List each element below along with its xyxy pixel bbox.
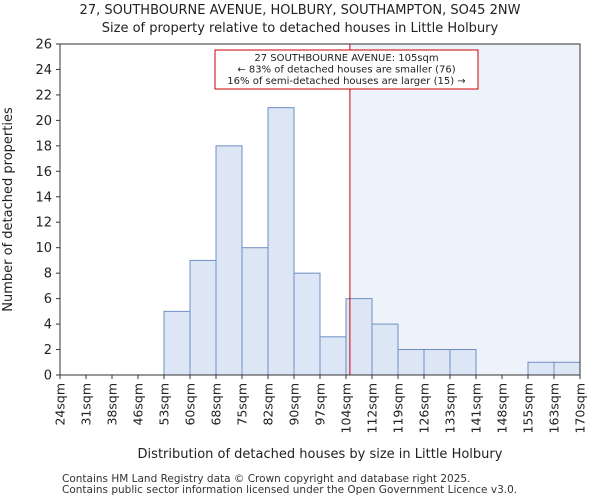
histogram-bar	[241, 247, 269, 376]
y-tick-label: 22	[35, 88, 52, 103]
x-tick-label: 31sqm	[79, 383, 94, 426]
x-tick-label: 112sqm	[365, 383, 380, 433]
chart-title: 27, SOUTHBOURNE AVENUE, HOLBURY, SOUTHAM…	[79, 3, 521, 18]
y-tick-label: 4	[44, 318, 52, 333]
histogram-bar	[267, 107, 295, 376]
x-tick-label: 60sqm	[183, 383, 198, 426]
y-tick-label: 6	[44, 292, 52, 307]
annotation-line: ← 83% of detached houses are smaller (76…	[237, 65, 455, 76]
histogram-bar	[397, 349, 425, 376]
x-tick-label: 126sqm	[417, 383, 432, 433]
histogram-bar	[319, 336, 347, 376]
x-tick-label: 133sqm	[443, 383, 458, 433]
y-tick-label: 24	[35, 63, 52, 78]
y-tick-label: 16	[35, 165, 52, 180]
x-tick-label: 38sqm	[105, 383, 120, 426]
x-tick-label: 46sqm	[131, 383, 146, 426]
x-tick-label: 119sqm	[391, 383, 406, 433]
x-tick-label: 141sqm	[469, 383, 484, 433]
y-tick-label: 26	[35, 38, 52, 53]
x-tick-label: 68sqm	[209, 383, 224, 426]
chart-subtitle: Size of property relative to detached ho…	[101, 21, 499, 36]
annotation-line: 16% of semi-detached houses are larger (…	[227, 76, 465, 87]
histogram-bar	[215, 145, 243, 376]
x-tick-label: 53sqm	[157, 383, 172, 426]
x-tick-label: 82sqm	[261, 383, 276, 426]
histogram-bar	[553, 361, 581, 376]
histogram-bar	[293, 272, 321, 376]
y-tick-label: 2	[44, 343, 52, 358]
histogram-bar	[189, 259, 217, 376]
highlight-region	[349, 44, 580, 375]
x-tick-label: 75sqm	[235, 383, 250, 426]
y-tick-label: 20	[35, 114, 52, 129]
y-axis-label: Number of detached properties	[1, 107, 16, 312]
footer-licence: Contains public sector information licen…	[62, 484, 518, 496]
footer-copyright: Contains HM Land Registry data © Crown c…	[62, 473, 471, 485]
histogram-bar	[449, 349, 477, 376]
x-tick-label: 148sqm	[495, 383, 510, 433]
histogram-bar	[423, 349, 451, 376]
y-tick-label: 12	[35, 216, 52, 231]
y-tick-label: 10	[35, 241, 52, 256]
x-tick-label: 104sqm	[339, 383, 354, 433]
x-axis-label: Distribution of detached houses by size …	[138, 447, 503, 462]
x-tick-label: 90sqm	[287, 383, 302, 426]
annotation-box	[214, 49, 479, 90]
annotation-line: 27 SOUTHBOURNE AVENUE: 105sqm	[254, 53, 438, 64]
y-tick-label: 0	[44, 369, 52, 384]
x-tick-label: 170sqm	[573, 383, 588, 433]
y-tick-label: 8	[44, 267, 52, 282]
x-tick-label: 24sqm	[53, 383, 68, 426]
histogram-bar	[163, 310, 191, 376]
x-tick-label: 155sqm	[521, 383, 536, 433]
histogram-bar	[527, 361, 555, 376]
y-tick-label: 18	[35, 139, 52, 154]
x-tick-label: 163sqm	[547, 383, 562, 433]
y-tick-label: 14	[35, 190, 52, 205]
x-tick-label: 97sqm	[313, 383, 328, 426]
histogram-bar	[371, 323, 399, 376]
